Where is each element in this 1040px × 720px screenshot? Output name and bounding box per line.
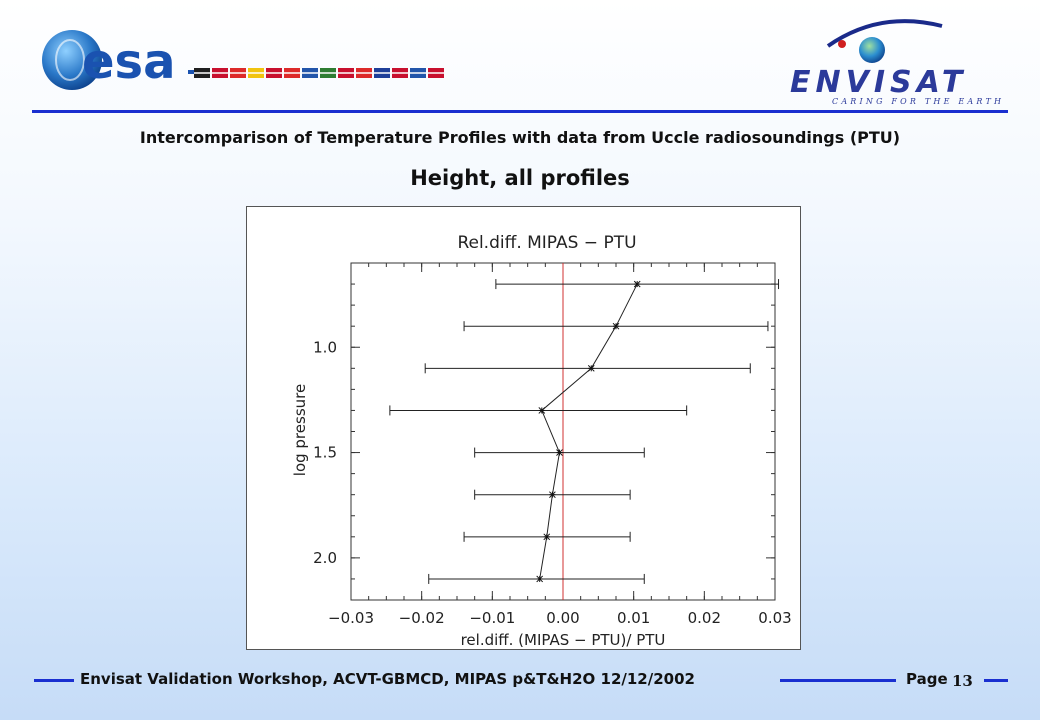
- header-rule: [32, 110, 1008, 113]
- x-tick-label: −0.02: [399, 609, 445, 627]
- data-point: [587, 364, 595, 372]
- y-tick-label: 1.0: [313, 338, 337, 356]
- y-axis-label: log pressure: [291, 384, 309, 476]
- chart-title: Rel.diff. MIPAS − PTU: [457, 233, 636, 253]
- chart-panel: Rel.diff. MIPAS − PTU rel.diff. (MIPAS −…: [246, 206, 801, 650]
- x-tick-label: −0.03: [328, 609, 374, 627]
- esa-globe-icon: [42, 30, 102, 90]
- data-point: [536, 575, 544, 583]
- earth-icon: [859, 37, 885, 63]
- footer-text: Envisat Validation Workshop, ACVT-GBMCD,…: [80, 670, 695, 688]
- envisat-tagline: CARING FOR THE EARTH: [832, 97, 1004, 106]
- esa-logo: esa: [42, 30, 444, 90]
- slide-subtitle: Intercomparison of Temperature Profiles …: [139, 128, 901, 147]
- data-point: [543, 533, 551, 541]
- member-flags: [194, 68, 444, 78]
- data-point: [612, 322, 620, 330]
- data-point: [549, 491, 556, 499]
- footer-rule-middle: [780, 679, 896, 682]
- footer-rule-right: [984, 679, 1008, 682]
- x-tick-label: −0.01: [469, 609, 515, 627]
- page-label: Page: [906, 670, 948, 688]
- data-point: [538, 407, 546, 414]
- x-tick-label: 0.02: [688, 609, 721, 627]
- envisat-logo: ENVISAT CARING FOR THE EARTH: [790, 19, 1004, 106]
- esa-logo-text: esa: [82, 34, 176, 90]
- envisat-logo-text: ENVISAT: [790, 65, 967, 100]
- footer-rule-left: [34, 679, 74, 682]
- data-point: [556, 449, 563, 456]
- x-tick-label: 0.03: [758, 609, 791, 627]
- slide-title: Height, all profiles: [410, 166, 630, 190]
- y-tick-label: 2.0: [313, 549, 337, 567]
- data-point: [633, 280, 641, 288]
- x-axis-label: rel.diff. (MIPAS − PTU)/ PTU: [461, 631, 666, 649]
- series-line: [539, 283, 638, 580]
- y-tick-label: 1.5: [313, 444, 337, 462]
- x-tick-label: 0.00: [546, 609, 579, 627]
- chart-svg: Rel.diff. MIPAS − PTU rel.diff. (MIPAS −…: [291, 233, 792, 649]
- page-number: 13: [952, 672, 973, 690]
- x-tick-label: 0.01: [617, 609, 650, 627]
